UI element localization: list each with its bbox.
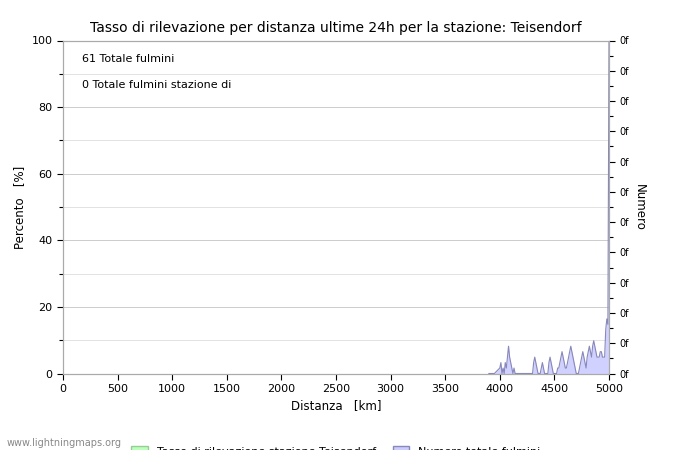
Text: 0 Totale fulmini stazione di: 0 Totale fulmini stazione di	[82, 81, 232, 90]
Text: www.lightningmaps.org: www.lightningmaps.org	[7, 438, 122, 448]
Y-axis label: Percento   [%]: Percento [%]	[13, 166, 26, 248]
X-axis label: Distanza   [km]: Distanza [km]	[290, 400, 382, 413]
Y-axis label: Numero: Numero	[633, 184, 645, 230]
Text: 61 Totale fulmini: 61 Totale fulmini	[82, 54, 174, 64]
Title: Tasso di rilevazione per distanza ultime 24h per la stazione: Teisendorf: Tasso di rilevazione per distanza ultime…	[90, 21, 582, 35]
Legend: Tasso di rilevazione stazione Teisendorf, Numero totale fulmini: Tasso di rilevazione stazione Teisendorf…	[127, 442, 545, 450]
